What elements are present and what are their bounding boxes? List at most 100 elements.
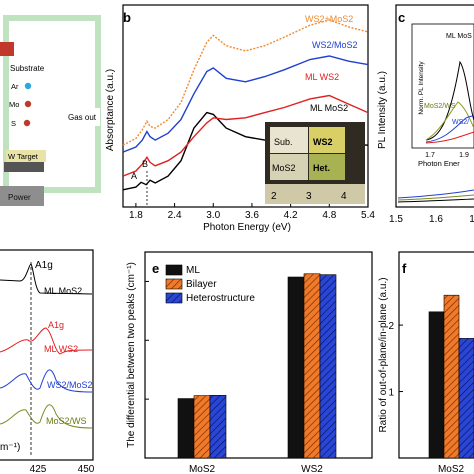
panel-c: c PL Intensity (a.u.) 1.5 1.6 1 Norm. PL… bbox=[377, 4, 474, 225]
panel-f-categories: MoS2 bbox=[438, 464, 465, 474]
panel-f-category-label: MoS2 bbox=[438, 464, 465, 474]
legend-swatch bbox=[165, 278, 183, 290]
bar-e-ml-1 bbox=[287, 276, 305, 459]
photo-het-label: Het. bbox=[313, 163, 330, 173]
panel-f-ylabel: Ratio of out-of-plane/in-plane (a.u.) bbox=[378, 277, 389, 432]
panel-e-categories: MoS2 WS2 bbox=[189, 464, 323, 474]
bar-f-heterostructure bbox=[458, 338, 474, 459]
panel-b-xtick-label: 3.0 bbox=[206, 210, 220, 221]
substrate-label: Substrate bbox=[10, 64, 45, 73]
panel-b-xtick-label: 4.8 bbox=[322, 210, 336, 221]
pl-line-olive bbox=[397, 194, 474, 201]
panel-b-letter: b bbox=[123, 10, 131, 25]
panel-b-xtick-label: 4.2 bbox=[284, 210, 298, 221]
pl-inset-ws2 bbox=[425, 115, 474, 143]
pl-inset-ml-mos2 bbox=[425, 60, 474, 141]
photo-het-tile bbox=[309, 154, 345, 180]
panel-e-bars bbox=[177, 273, 337, 459]
photo-mos2-label: MoS2 bbox=[272, 163, 296, 173]
panel-f-ytick-label: 2 bbox=[388, 321, 394, 332]
absorptance-series-2 bbox=[122, 55, 369, 153]
legend-label: Bilayer bbox=[186, 279, 217, 290]
panel-b-xtick-label: 3.6 bbox=[245, 210, 259, 221]
panel-d: A1g ML MoS2 A1g ML WS2 WS2/MoS2 MoS2/WS … bbox=[0, 249, 95, 474]
panel-b-ylabel: Absorptance (a.u.) bbox=[105, 69, 116, 151]
panel-b-xtick-label: 2.4 bbox=[168, 210, 182, 221]
raman-label-ml-ws2: ML WS2 bbox=[44, 344, 78, 354]
ruler-label-4: 4 bbox=[341, 191, 347, 202]
power-label: Power bbox=[8, 193, 31, 202]
panel-f-bars bbox=[428, 294, 474, 459]
absorptance-series-1 bbox=[122, 94, 369, 177]
panel-e-category-label: MoS2 bbox=[189, 464, 216, 474]
bar-f-ml bbox=[428, 311, 445, 459]
panel-e-category-label: WS2 bbox=[301, 464, 323, 474]
sample-photo-inset: Sub. WS2 MoS2 Het. 2 3 4 bbox=[265, 122, 365, 204]
panel-b-xticks: 1.8 2.4 3.0 3.6 4.2 4.8 5.4 bbox=[129, 203, 375, 221]
gas-out-box bbox=[66, 108, 100, 126]
legend-ml-mos2: ML MoS2 bbox=[310, 103, 348, 113]
legend-label: Heterostructure bbox=[186, 293, 255, 304]
panel-b-xtick-label: 1.8 bbox=[129, 210, 143, 221]
panel-d-axes bbox=[0, 249, 94, 461]
panel-f-ytick-label: 1 bbox=[388, 388, 394, 399]
ruler-label-2: 2 bbox=[271, 191, 277, 202]
panel-e-letter: e bbox=[152, 261, 159, 276]
panel-b-xtick-label: 5.4 bbox=[361, 210, 375, 221]
photo-mos2-tile bbox=[270, 154, 308, 180]
mo-label: Mo bbox=[9, 100, 19, 109]
raman-label-ws2-mos2: WS2/MoS2 bbox=[47, 380, 93, 390]
raman-xtick-450: 450 bbox=[78, 464, 95, 474]
panel-b-axes bbox=[122, 4, 369, 208]
pl-line-blue bbox=[397, 189, 474, 199]
ruler-label-3: 3 bbox=[306, 191, 312, 202]
panel-c-xtick-2: 1.6 bbox=[429, 214, 443, 225]
bar-f-bilayer bbox=[443, 294, 460, 459]
substrate-block bbox=[0, 42, 14, 56]
panel-c-xtick-3: 1 bbox=[469, 214, 474, 225]
pl-inset-xtick-2: 1.9 bbox=[459, 152, 469, 159]
legend-swatch bbox=[165, 292, 183, 304]
panel-e-ylabel: The differential between two peaks (cm⁻¹… bbox=[126, 262, 137, 448]
panel-c-letter: c bbox=[398, 10, 405, 25]
chamber-wall bbox=[3, 15, 101, 193]
pl-inset-red bbox=[425, 131, 474, 144]
panel-e-yticks bbox=[145, 280, 149, 400]
legend-swatch bbox=[165, 264, 183, 276]
raman-xlabel-fragment: m⁻¹) bbox=[0, 442, 20, 453]
pl-inset-ylabel: Norm. PL Intensity bbox=[418, 61, 425, 115]
panel-f-letter: f bbox=[402, 261, 407, 276]
peak-b-label: B bbox=[142, 159, 148, 169]
power-box bbox=[0, 186, 44, 206]
panel-c-xtick-1: 1.5 bbox=[389, 214, 403, 225]
panel-c-ylabel: PL Intensity (a.u.) bbox=[377, 71, 388, 149]
raman-label-mos2-ws: MoS2/WS bbox=[46, 416, 87, 426]
s-atom-icon bbox=[23, 119, 31, 127]
panel-e: e The differential between two peaks (cm… bbox=[126, 251, 373, 474]
photo-ws2-label: WS2 bbox=[313, 137, 333, 147]
panel-b: b Absorptance (a.u.) Photon Energy (eV) … bbox=[105, 4, 375, 233]
w-target-plate bbox=[6, 150, 46, 162]
pl-inset-xlabel: Photon Ener bbox=[418, 159, 460, 168]
panel-e-axes bbox=[144, 251, 373, 459]
magnetron bbox=[4, 162, 44, 172]
panel-a: Substrate Ar Mo S Gas out W Target Power bbox=[0, 15, 101, 206]
bar-e-bilayer-1 bbox=[303, 273, 321, 459]
ruler-strip bbox=[265, 184, 365, 204]
pl-inset-label-mos2-ws: MoS2/WS bbox=[424, 103, 456, 110]
pl-inset-xtick-1: 1.7 bbox=[425, 152, 435, 159]
pl-inset-mos2-ws2 bbox=[425, 101, 474, 141]
w-target-label: W Target bbox=[8, 152, 39, 161]
ar-label: Ar bbox=[11, 82, 19, 91]
raman-ml-ws2 bbox=[0, 327, 93, 355]
pl-inset-label-ml-mos: ML MoS bbox=[446, 33, 472, 40]
pl-line-black bbox=[397, 198, 474, 203]
pl-inset-label-ws2: WS2/ bbox=[452, 119, 469, 126]
bar-e-bilayer-0 bbox=[193, 395, 211, 459]
raman-label-ml-mos2: ML MoS2 bbox=[44, 286, 82, 296]
raman-ws2-mos2 bbox=[0, 369, 93, 393]
bar-e-ml-0 bbox=[177, 398, 195, 459]
photo-sub-label: Sub. bbox=[274, 137, 293, 147]
raman-a1g-mid-label: A1g bbox=[48, 320, 64, 330]
panel-f: f Ratio of out-of-plane/in-plane (a.u.) … bbox=[378, 251, 474, 474]
